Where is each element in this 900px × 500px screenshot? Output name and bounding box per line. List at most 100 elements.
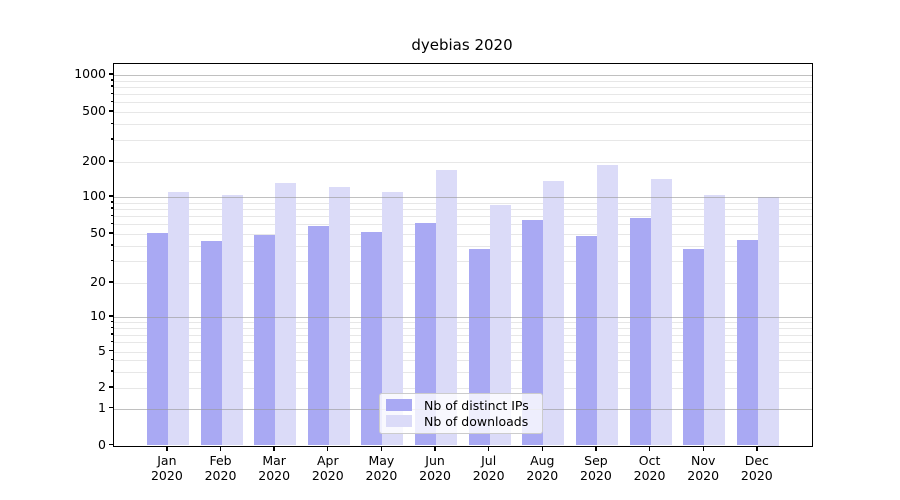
- x-tick-label-jan: Jan 2020: [150, 453, 183, 483]
- y-minor-tick-mark-600: [110, 100, 113, 103]
- x-tick-mark-apr: [327, 446, 329, 451]
- x-tick-mark-jan: [166, 446, 168, 451]
- y-minor-tick-mark-80: [110, 207, 113, 209]
- minor-gridlines-layer: [114, 64, 812, 446]
- minor-gridline-50: [114, 234, 812, 235]
- y-minor-tick-mark-4: [110, 358, 113, 361]
- minor-gridline-70: [114, 216, 812, 218]
- minor-gridline-20: [114, 283, 812, 284]
- x-tick-label-sep: Sep 2020: [580, 453, 612, 483]
- y-minor-tick-mark-60: [110, 222, 113, 225]
- y-minor-tick-mark-40: [110, 244, 113, 246]
- x-tick-mark-jun: [434, 446, 436, 451]
- x-tick-label-jun: Jun 2020: [419, 453, 451, 483]
- x-tick-mark-dec: [756, 446, 758, 451]
- legend-item-distinct-ips: Nb of distinct IPs: [386, 398, 536, 413]
- minor-gridline-800: [114, 86, 812, 88]
- y-tick-label-50: 50: [90, 225, 106, 240]
- y-minor-tick-mark-30: [110, 259, 113, 262]
- y-minor-tick-mark-800: [110, 85, 113, 87]
- x-tick-label-nov: Nov 2020: [687, 453, 720, 483]
- minor-gridline-2: [114, 388, 812, 389]
- y-tick-label-2: 2: [98, 379, 106, 394]
- x-tick-label-jul: Jul 2020: [472, 453, 505, 483]
- y-tick-label-20: 20: [90, 274, 106, 289]
- bar-distinct-ips-may: [361, 231, 383, 446]
- minor-gridline-4: [114, 360, 812, 362]
- x-tick-mark-aug: [541, 446, 543, 451]
- y-minor-tick-mark-6: [110, 340, 113, 343]
- bar-downloads-jul: [489, 205, 511, 446]
- y-minor-tick-mark-300: [110, 138, 113, 140]
- y-minor-tick-mark-70: [110, 214, 113, 216]
- x-tick-label-apr: Apr 2020: [311, 453, 344, 483]
- y-tick-mark-1000: [108, 73, 113, 75]
- x-tick-label-aug: Aug 2020: [526, 453, 559, 483]
- y-minor-tick-mark-8: [110, 326, 113, 328]
- y-tick-mark-200: [108, 160, 113, 162]
- minor-gridline-9: [114, 322, 812, 324]
- minor-gridline-80: [114, 208, 812, 210]
- y-tick-label-500: 500: [82, 103, 106, 118]
- minor-gridline-90: [114, 202, 812, 204]
- minor-gridline-600: [114, 102, 812, 104]
- y-tick-mark-10: [108, 315, 113, 317]
- legend-label-downloads: Nb of downloads: [424, 413, 529, 429]
- y-minor-tick-mark-700: [110, 92, 113, 94]
- minor-gridline-7: [114, 334, 812, 336]
- bar-downloads-apr: [328, 186, 350, 446]
- y-tick-mark-5: [108, 349, 113, 352]
- minor-gridline-900: [114, 80, 812, 82]
- y-tick-label-200: 200: [82, 153, 106, 168]
- bar-distinct-ips-apr: [307, 226, 329, 446]
- y-tick-mark-500: [108, 110, 113, 112]
- minor-gridline-3: [114, 371, 812, 373]
- y-tick-mark-1: [108, 406, 113, 409]
- major-gridline-1000: [114, 75, 812, 77]
- x-tick-mark-jul: [487, 446, 490, 451]
- minor-gridline-200: [114, 162, 812, 163]
- y-minor-tick-mark-90: [110, 201, 113, 203]
- y-minor-tick-mark-3: [110, 370, 113, 372]
- x-tick-mark-nov: [702, 446, 704, 451]
- y-tick-mark-2: [108, 386, 113, 388]
- minor-gridline-400: [114, 124, 812, 126]
- bar-distinct-ips-jun: [415, 223, 437, 446]
- bar-downloads-jan: [167, 192, 189, 446]
- x-tick-mark-may: [380, 446, 383, 451]
- minor-gridline-700: [114, 94, 812, 96]
- y-tick-label-1000: 1000: [74, 66, 106, 81]
- y-minor-tick-mark-400: [110, 122, 113, 125]
- y-minor-tick-mark-7: [110, 333, 113, 335]
- bar-downloads-jun: [436, 169, 458, 446]
- bar-downloads-dec: [757, 197, 779, 446]
- bar-distinct-ips-jan: [146, 232, 168, 446]
- y-tick-mark-20: [108, 281, 113, 283]
- minor-gridline-300: [114, 139, 812, 141]
- bar-distinct-ips-feb: [200, 240, 222, 446]
- bar-distinct-ips-oct: [629, 217, 651, 446]
- bar-downloads-nov: [704, 194, 726, 446]
- y-tick-mark-0: [108, 443, 113, 446]
- bar-downloads-oct: [650, 179, 672, 446]
- minor-gridline-8: [114, 328, 812, 330]
- minor-gridline-30: [114, 261, 812, 263]
- bar-distinct-ips-dec: [736, 239, 758, 446]
- x-tick-label-mar: Mar 2020: [258, 453, 291, 483]
- x-tick-label-oct: Oct 2020: [633, 453, 666, 483]
- legend-item-downloads: Nb of downloads: [386, 414, 536, 429]
- major-gridline-100: [114, 197, 812, 199]
- bars-layer: [114, 64, 812, 446]
- y-tick-label-5: 5: [98, 342, 106, 358]
- x-tick-mark-feb: [219, 446, 222, 451]
- y-minor-tick-mark-9: [110, 320, 113, 323]
- y-tick-label-1: 1: [98, 399, 106, 415]
- x-tick-mark-oct: [648, 446, 651, 451]
- y-tick-mark-50: [108, 232, 113, 234]
- bar-downloads-feb: [221, 194, 243, 446]
- x-tick-mark-sep: [595, 446, 597, 451]
- bar-distinct-ips-mar: [254, 235, 276, 446]
- y-tick-label-100: 100: [82, 188, 106, 203]
- legend-swatch-downloads: [386, 415, 412, 427]
